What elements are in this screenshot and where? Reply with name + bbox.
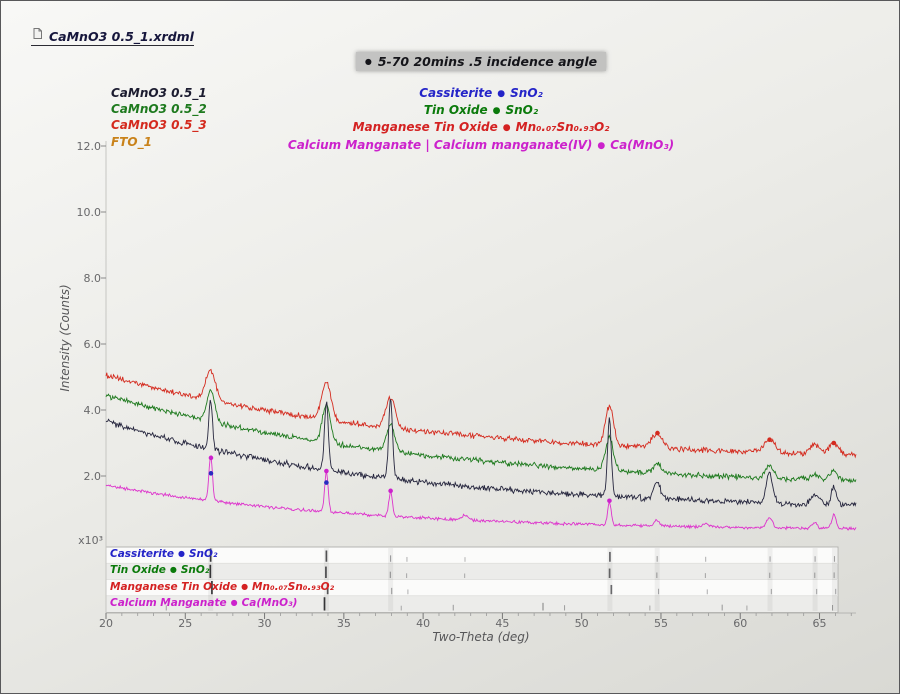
x-tick-label: 50 [574, 617, 589, 630]
phase-bullet-icon: ● [497, 89, 506, 99]
document-icon [31, 25, 44, 44]
file-tab[interactable]: CaMnO3 0.5_1.xrdml [31, 25, 194, 46]
match-stripe [767, 548, 773, 611]
scan-legend-item[interactable]: FTO_1 [111, 134, 152, 149]
peak-marker [208, 471, 214, 476]
reference-pattern-label[interactable]: Manganese Tin Oxide ● Mn₀.₀₇Sn₀.₉₃O₂ [110, 580, 335, 593]
y-tick-label: 10.0 [76, 206, 102, 219]
x-tick-label: 60 [733, 617, 748, 630]
scan-legend: CaMnO3 0.5_1 CaMnO3 0.5_2 CaMnO3 0.5_3 FTO_… [111, 85, 207, 150]
scan-legend-item[interactable]: CaMnO3 0.5_2 [111, 102, 207, 117]
phase-legend: Cassiterite ● SnO₂ Tin Oxide ● SnO₂ Manganese … [106, 85, 856, 154]
peak-marker [767, 437, 772, 443]
x-tick-label: 65 [812, 617, 827, 630]
phase-bullet-icon: ● [169, 565, 177, 575]
xrd-trace-camno3-0-5-2[interactable] [105, 388, 857, 484]
match-stripe [831, 548, 837, 611]
file-name: CaMnO3 0.5_1.xrdml [49, 29, 194, 44]
match-stripe [812, 548, 818, 611]
x-axis-title: Two-Theta (deg) [432, 630, 530, 644]
x-tick-label: 40 [416, 617, 431, 630]
peak-marker [208, 455, 214, 461]
x-tick-label: 45 [495, 617, 510, 630]
match-stripe [607, 548, 613, 611]
peak-marker [831, 440, 837, 446]
reference-pattern-label[interactable]: Calcium Manganate ● Ca(MnO₃) [110, 596, 298, 609]
xrd-trace-fto-1[interactable] [105, 454, 857, 531]
phase-legend-item[interactable]: Manganese Tin Oxide ● Mn₀.₀₇Sn₀.₉₃O₂ [352, 120, 610, 135]
phase-bullet-icon: ● [177, 549, 185, 559]
x-tick-label: 30 [257, 617, 272, 630]
peak-marker [324, 480, 329, 485]
reference-row [106, 595, 838, 612]
x-tick-label: 20 [99, 617, 113, 630]
phase-bullet-icon: ● [241, 581, 249, 591]
scan-legend-item[interactable]: CaMnO3 0.5_1 [111, 86, 207, 100]
match-stripe [208, 548, 214, 611]
x-tick-label: 35 [336, 617, 351, 630]
phase-legend-item[interactable]: Calcium Manganate | Calcium manganate(IV… [287, 137, 675, 152]
y-axis-unit: x10³ [78, 534, 103, 547]
phase-bullet-icon: ● [502, 123, 511, 134]
peak-marker [324, 468, 329, 474]
phase-legend-item[interactable]: Tin Oxide ● SnO₂ [423, 103, 539, 118]
phase-legend-item[interactable]: Cassiterite ● SnO₂ [419, 86, 543, 100]
reference-row [106, 563, 838, 580]
xrd-trace-camno3-0-5-1[interactable] [105, 399, 857, 508]
phase-bullet-icon: ● [492, 106, 501, 117]
y-tick-label: 4.0 [83, 404, 102, 417]
x-tick-label: 25 [178, 617, 193, 630]
y-tick-label: 6.0 [83, 338, 102, 351]
peak-marker [388, 488, 393, 494]
y-tick-label: 2.0 [83, 470, 102, 483]
y-axis-title: Intensity (Counts) [58, 284, 72, 392]
y-tick-label: 12.0 [76, 140, 102, 153]
peak-marker [655, 430, 660, 436]
phase-bullet-icon: ● [597, 140, 606, 151]
y-tick-label: 8.0 [83, 272, 102, 285]
match-stripe [388, 548, 394, 611]
reference-pattern-label[interactable]: Tin Oxide ● SnO₂ [110, 564, 210, 577]
x-tick-label: 55 [653, 617, 668, 630]
phase-bullet-icon: ● [230, 597, 238, 607]
peak-marker [607, 498, 612, 504]
reference-pattern-label[interactable]: Cassiterite ● SnO₂ [110, 548, 218, 561]
scan-legend-item[interactable]: CaMnO3 0.5_3 [111, 118, 207, 133]
xrd-trace-camno3-0-5-3[interactable] [105, 368, 857, 459]
match-stripe [323, 548, 329, 611]
match-stripe [654, 548, 660, 611]
